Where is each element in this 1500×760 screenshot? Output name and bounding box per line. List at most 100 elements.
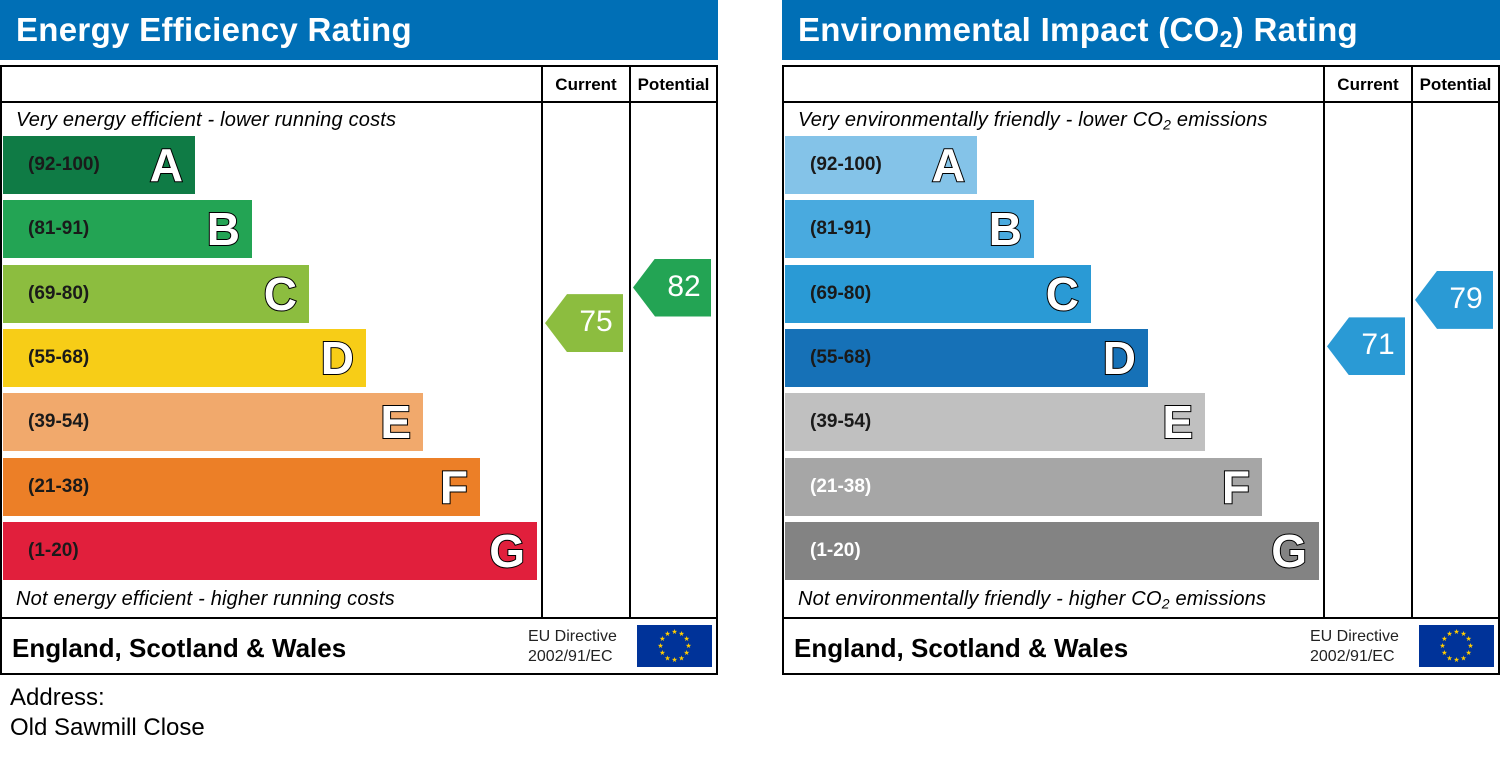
svg-text:★: ★ — [659, 649, 665, 657]
top-caption: Very energy efficient - lower running co… — [16, 109, 397, 131]
band-range-label: (69-80) — [28, 283, 90, 304]
title-text: Environmental Impact (CO — [798, 11, 1220, 48]
potential-column-header: Potential — [637, 75, 710, 94]
rating-band-g: (1-20) G — [785, 522, 1319, 580]
directive-line-1: EU Directive — [528, 628, 617, 645]
svg-text:★: ★ — [1465, 635, 1471, 643]
band-range-label: (92-100) — [810, 154, 882, 175]
current-column-header: Current — [1337, 75, 1399, 94]
band-letter: E — [379, 395, 412, 449]
band-letter: D — [1102, 331, 1137, 385]
rating-band-b: (81-91) B — [785, 200, 1034, 258]
directive-line-2: 2002/91/EC — [528, 648, 613, 665]
title-text-end: ) Rating — [1232, 11, 1358, 48]
band-letter: A — [149, 138, 184, 192]
title-subscript: 2 — [1219, 25, 1233, 52]
eu-flag-icon: ★★★★★★★★★ ★ ★★ — [637, 625, 712, 667]
band-letter: A — [931, 138, 966, 192]
rating-band-e: (39-54) E — [785, 393, 1205, 451]
band-range-label: (55-68) — [810, 347, 872, 368]
directive-line-1: EU Directive — [1310, 628, 1399, 645]
band-range-label: (55-68) — [28, 347, 90, 368]
svg-text:★: ★ — [1446, 654, 1452, 662]
bottom-caption-text-end: emissions — [1169, 588, 1267, 610]
region-label: England, Scotland & Wales — [12, 633, 347, 663]
svg-text:★: ★ — [671, 628, 677, 636]
rating-band-c: (69-80) C — [785, 265, 1091, 323]
rating-band-d: (55-68) D — [785, 329, 1148, 387]
svg-text:★: ★ — [1465, 649, 1471, 657]
potential-rating-value: 82 — [667, 269, 701, 303]
svg-text:★: ★ — [1460, 654, 1466, 662]
rating-band-g: (1-20) G — [3, 522, 537, 580]
band-letter: G — [488, 524, 526, 578]
band-letter: B — [988, 202, 1023, 256]
band-range-label: (92-100) — [28, 154, 100, 175]
band-letter: C — [263, 267, 298, 321]
svg-text:★: ★ — [671, 656, 677, 664]
band-range-label: (1-20) — [28, 540, 79, 561]
current-column-header: Current — [555, 75, 617, 94]
current-column-divider — [541, 67, 543, 619]
band-letter: G — [1270, 524, 1308, 578]
current-rating-value: 75 — [579, 305, 613, 339]
bottom-caption: Not environmentally friendly - higher CO… — [798, 588, 1266, 611]
bottom-caption-subscript: 2 — [1161, 595, 1170, 612]
band-range-label: (39-54) — [810, 411, 872, 432]
svg-text:★: ★ — [678, 654, 684, 662]
svg-text:★: ★ — [664, 630, 670, 638]
current-column-divider — [1323, 67, 1325, 619]
rating-band-e: (39-54) E — [3, 393, 423, 451]
potential-rating-value: 79 — [1449, 281, 1483, 315]
svg-text:★: ★ — [1460, 630, 1466, 638]
rating-band-b: (81-91) B — [3, 200, 252, 258]
svg-text:★: ★ — [1446, 630, 1452, 638]
region-label: England, Scotland & Wales — [794, 633, 1129, 663]
footer-divider — [784, 617, 1498, 619]
band-range-label: (81-91) — [28, 218, 90, 239]
band-letter: B — [206, 202, 241, 256]
band-range-label: (1-20) — [810, 540, 861, 561]
svg-text:★: ★ — [1439, 642, 1445, 650]
band-letter: E — [1161, 395, 1194, 449]
rating-band-a: (92-100) A — [3, 136, 195, 194]
band-range-label: (21-38) — [28, 476, 90, 497]
header-divider — [784, 101, 1498, 103]
top-caption-text-end: emissions — [1171, 109, 1268, 131]
top-caption: Very environmentally friendly - lower CO… — [798, 109, 1268, 132]
current-rating-value: 71 — [1361, 328, 1395, 362]
svg-text:★: ★ — [1441, 635, 1447, 643]
top-caption-text: Very environmentally friendly - lower CO — [798, 109, 1164, 131]
energy-chart-box: Current Potential Very energy efficient … — [0, 65, 718, 675]
potential-column-divider — [629, 67, 631, 619]
footer-divider — [2, 617, 716, 619]
environmental-impact-panel: Environmental Impact (CO2) Rating Curren… — [782, 0, 1500, 675]
bottom-caption-text: Not environmentally friendly - higher CO — [798, 588, 1162, 610]
svg-text:★: ★ — [1453, 656, 1459, 664]
eu-directive: EU Directive 2002/91/EC — [528, 627, 617, 667]
band-range-label: (39-54) — [28, 411, 90, 432]
svg-text:★: ★ — [664, 654, 670, 662]
energy-efficiency-panel: Energy Efficiency Rating Current Potenti… — [0, 0, 718, 675]
svg-text:★: ★ — [683, 649, 689, 657]
environmental-chart-box: Current Potential Very environmentally f… — [782, 65, 1500, 675]
svg-text:★: ★ — [657, 642, 663, 650]
eu-flag-icon: ★★★★★★★★★ ★ ★★ — [1419, 625, 1494, 667]
rating-band-f: (21-38) F — [3, 458, 480, 516]
bottom-caption: Not energy efficient - higher running co… — [16, 588, 395, 610]
directive-line-2: 2002/91/EC — [1310, 648, 1395, 665]
svg-text:★: ★ — [1441, 649, 1447, 657]
eu-directive: EU Directive 2002/91/EC — [1310, 627, 1399, 667]
environmental-title: Environmental Impact (CO2) Rating — [782, 0, 1500, 60]
band-range-label: (21-38) — [810, 476, 872, 497]
band-letter: D — [320, 331, 355, 385]
potential-column-header: Potential — [1419, 75, 1492, 94]
band-letter: F — [1221, 460, 1251, 514]
band-range-label: (81-91) — [810, 218, 872, 239]
rating-band-a: (92-100) A — [785, 136, 977, 194]
rating-band-c: (69-80) C — [3, 265, 309, 323]
rating-band-d: (55-68) D — [3, 329, 366, 387]
svg-text:★: ★ — [1453, 628, 1459, 636]
svg-text:★: ★ — [678, 630, 684, 638]
svg-text:★: ★ — [1467, 642, 1473, 650]
